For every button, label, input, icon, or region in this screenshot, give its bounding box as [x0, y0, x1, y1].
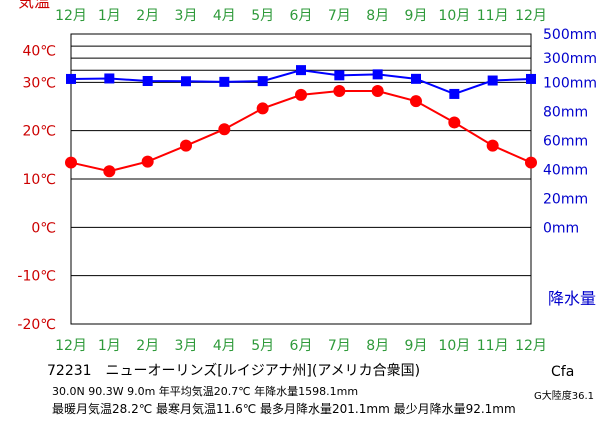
temperature-point [295, 88, 307, 101]
month-label-bottom: 10月 [438, 338, 470, 354]
precipitation-point [66, 73, 76, 84]
month-label-top: 12月 [515, 8, 547, 24]
month-label-top: 4月 [213, 8, 236, 24]
month-label-bottom: 12月 [515, 338, 547, 354]
temp-tick-label: 40℃ [22, 43, 56, 59]
month-label-top: 5月 [251, 8, 274, 24]
temperature-point [256, 102, 269, 115]
month-label-bottom: 5月 [251, 338, 274, 354]
month-label-bottom: 6月 [290, 338, 313, 354]
month-label-top: 7月 [328, 8, 351, 24]
precip-tick-label: 100mm [543, 75, 597, 91]
temperature-point [486, 139, 499, 152]
precip-axis-title: 降水量 [548, 289, 596, 308]
precip-tick-label: 80mm [543, 104, 588, 120]
temperature-point [410, 95, 422, 108]
station-stats-line-2: 最暖月気温28.2℃ 最寒月気温11.6℃ 最多月降水量201.1mm 最少月降… [52, 402, 516, 416]
temperature-point [371, 85, 384, 98]
temperature-point [103, 165, 116, 178]
month-label-bottom: 8月 [366, 338, 389, 354]
month-label-top: 3月 [175, 8, 198, 24]
station-stats-line-1: 30.0N 90.3W 9.0m 年平均気温20.7℃ 年降水量1598.1mm [52, 385, 359, 398]
month-label-top: 8月 [366, 8, 389, 24]
temp-tick-label: 20℃ [22, 124, 56, 140]
temperature-point [448, 116, 461, 129]
temp-tick-label: -20℃ [17, 317, 56, 333]
month-label-bottom: 11月 [477, 338, 509, 354]
month-label-bottom: 12月 [55, 338, 87, 354]
continentality-index: G大陸度36.1 [534, 391, 595, 402]
precipitation-point [142, 76, 153, 87]
precip-tick-label: 300mm [543, 51, 597, 67]
precipitation-point [411, 73, 421, 84]
month-label-top: 11月 [477, 8, 509, 24]
temperature-point [65, 156, 77, 169]
precip-tick-label: 20mm [543, 191, 588, 207]
precipitation-point [487, 75, 498, 86]
temperature-point [333, 85, 346, 98]
precipitation-point [181, 76, 191, 87]
temp-axis-title: 気温 [18, 0, 50, 11]
month-label-bottom: 7月 [328, 338, 351, 354]
temp-tick-label: 10℃ [22, 172, 56, 188]
temperature-point [218, 123, 231, 136]
month-label-bottom: 3月 [175, 338, 198, 354]
precipitation-point [449, 88, 460, 99]
month-label-top: 12月 [55, 8, 87, 24]
month-label-top: 2月 [136, 8, 159, 24]
climate-classification: Cfa [551, 364, 575, 380]
precipitation-point [219, 76, 230, 87]
month-label-bottom: 2月 [136, 338, 159, 354]
temp-tick-label: 30℃ [22, 75, 56, 91]
temp-tick-label: 0℃ [31, 220, 56, 236]
precipitation-point [372, 69, 383, 80]
precipitation-point [296, 65, 306, 76]
precip-tick-label: 40mm [543, 162, 588, 178]
month-label-top: 10月 [438, 8, 470, 24]
month-label-top: 6月 [290, 8, 313, 24]
precipitation-point [257, 76, 268, 87]
precipitation-point [526, 73, 536, 84]
month-label-top: 9月 [405, 8, 428, 24]
temperature-point [141, 155, 154, 168]
month-label-bottom: 4月 [213, 338, 236, 354]
month-label-bottom: 1月 [98, 338, 121, 354]
month-label-bottom: 9月 [405, 338, 428, 354]
precip-tick-label: 500mm [543, 27, 597, 43]
month-label-top: 1月 [98, 8, 121, 24]
temperature-point [525, 156, 537, 169]
precip-tick-label: 60mm [543, 133, 588, 149]
precipitation-point [104, 73, 115, 84]
temperature-point [180, 139, 192, 152]
precip-tick-label: 0mm [543, 220, 579, 236]
station-name: 72231 ニューオーリンズ[ルイジアナ州](アメリカ合衆国) [47, 363, 421, 379]
temp-tick-label: -10℃ [17, 269, 56, 285]
precipitation-point [334, 70, 345, 81]
